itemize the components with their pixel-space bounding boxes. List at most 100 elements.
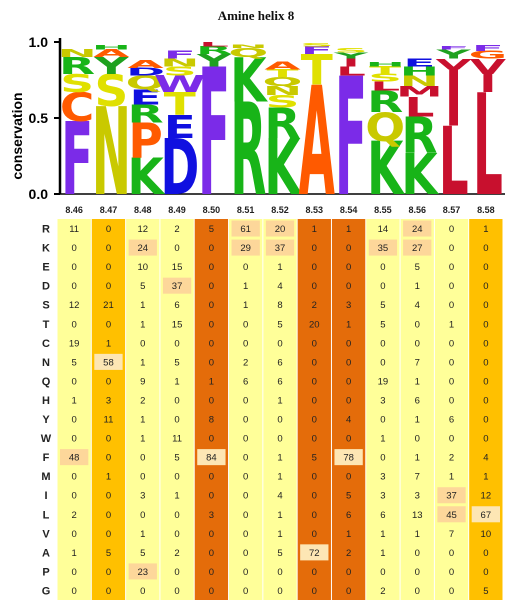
heatmap-cell: 1 [140, 415, 145, 426]
heatmap-cell: 0 [140, 586, 145, 597]
heatmap-cell: 0 [209, 491, 214, 502]
chart-title: Amine helix 8 [217, 8, 295, 23]
heatmap-cell: 0 [243, 472, 248, 483]
heatmap-cell: 0 [277, 415, 282, 426]
heatmap-cell: 0 [312, 434, 317, 445]
logo-letter-H: H [92, 44, 131, 51]
heatmap-cell: 1 [415, 529, 420, 540]
heatmap-cell: 2 [140, 395, 145, 406]
heatmap-cell: 19 [69, 338, 80, 349]
heatmap-cell: 0 [312, 338, 317, 349]
heatmap-cell: 13 [412, 510, 423, 521]
heatmap-cell: 3 [346, 300, 351, 311]
heatmap-cell: 12 [481, 491, 492, 502]
heatmap-cell: 5 [483, 586, 488, 597]
heatmap-cell: 12 [137, 224, 148, 235]
heatmap-cell: 0 [277, 586, 282, 597]
heatmap-cell: 19 [378, 376, 389, 387]
heatmap-cell: 0 [140, 510, 145, 521]
heatmap-cell: 0 [312, 586, 317, 597]
heatmap-cell: 48 [69, 453, 80, 464]
heatmap-cell: 0 [72, 472, 77, 483]
logo-letter-H: H [400, 64, 439, 79]
heatmap-cell: 0 [106, 453, 111, 464]
column-header: 8.48 [134, 205, 152, 215]
heatmap-cell: 0 [209, 395, 214, 406]
heatmap-cell: 0 [72, 281, 77, 292]
heatmap-cell: 3 [380, 395, 385, 406]
logo-letter-Q: Q [365, 105, 405, 151]
logo-letter-S: S [60, 69, 94, 98]
heatmap-cell: 0 [277, 567, 282, 578]
heatmap-cell: 0 [483, 319, 488, 330]
logo-letter-Y: Y [435, 47, 472, 62]
heatmap-cell: 1 [380, 548, 385, 559]
heatmap-cell: 24 [412, 224, 423, 235]
heatmap-cell: 2 [72, 510, 77, 521]
heatmap-cell: 7 [415, 357, 420, 368]
logo-letter-T: T [266, 67, 299, 79]
cell-highlight [334, 449, 363, 466]
logo-letter-T: T [164, 87, 196, 123]
heatmap-cell: 0 [483, 548, 488, 559]
column-header: 8.51 [237, 205, 255, 215]
heatmap-cell: 0 [209, 434, 214, 445]
heatmap-cell: 2 [174, 548, 179, 559]
heatmap-cell: 0 [449, 586, 454, 597]
heatmap-cell: 4 [415, 300, 420, 311]
heatmap-cell: 1 [346, 224, 351, 235]
logo-letter-R: R [230, 76, 266, 210]
heatmap-cell: 0 [312, 243, 317, 254]
heatmap-cell: 0 [72, 243, 77, 254]
cell-highlight [300, 544, 329, 561]
heatmap-cell: 67 [481, 510, 492, 521]
column-background [400, 219, 434, 600]
heatmap-cell: 0 [346, 586, 351, 597]
cell-highlight [128, 563, 157, 580]
logo-letter-I: I [479, 69, 496, 98]
logo-letter-K: K [367, 127, 405, 210]
logo-letter-Q: Q [126, 72, 166, 93]
heatmap-cell: 1 [449, 472, 454, 483]
heatmap-cell: 0 [483, 395, 488, 406]
heatmap-cell: 1 [415, 415, 420, 426]
heatmap-cell: 0 [243, 434, 248, 445]
heatmap-cell: 0 [72, 586, 77, 597]
logo-letter-K: K [230, 45, 268, 115]
heatmap-cell: 1 [380, 434, 385, 445]
logo-letter-T: T [369, 64, 402, 76]
heatmap-cell: 0 [449, 434, 454, 445]
logo-letter-S: S [94, 65, 128, 116]
logo-letter-L: L [439, 108, 469, 210]
heatmap-cell: 0 [449, 300, 454, 311]
row-label-S: S [42, 300, 49, 312]
heatmap-cell: 0 [106, 376, 111, 387]
heatmap-cell: 1 [277, 510, 282, 521]
heatmap-cell: 37 [172, 281, 183, 292]
heatmap-cell: 0 [243, 567, 248, 578]
heatmap-cell: 0 [415, 434, 420, 445]
heatmap-cell: 0 [449, 243, 454, 254]
heatmap-cell: 0 [380, 357, 385, 368]
heatmap-cell: 2 [346, 548, 351, 559]
heatmap-cell: 29 [240, 243, 251, 254]
heatmap-cell: 0 [483, 243, 488, 254]
heatmap-cell: 6 [415, 395, 420, 406]
heatmap-cell: 5 [380, 319, 385, 330]
logo-letter-T: T [301, 47, 334, 95]
heatmap-cell: 0 [380, 567, 385, 578]
logo-letter-L: L [404, 92, 434, 124]
row-label-W: W [41, 433, 52, 445]
column-header: 8.47 [100, 205, 118, 215]
heatmap-cell: 0 [106, 510, 111, 521]
heatmap-cell: 0 [312, 376, 317, 387]
cell-highlight [231, 239, 260, 256]
heatmap-cell: 1 [415, 281, 420, 292]
row-label-Q: Q [42, 376, 51, 388]
heatmap-cell: 5 [209, 224, 214, 235]
heatmap-cell: 8 [277, 300, 282, 311]
